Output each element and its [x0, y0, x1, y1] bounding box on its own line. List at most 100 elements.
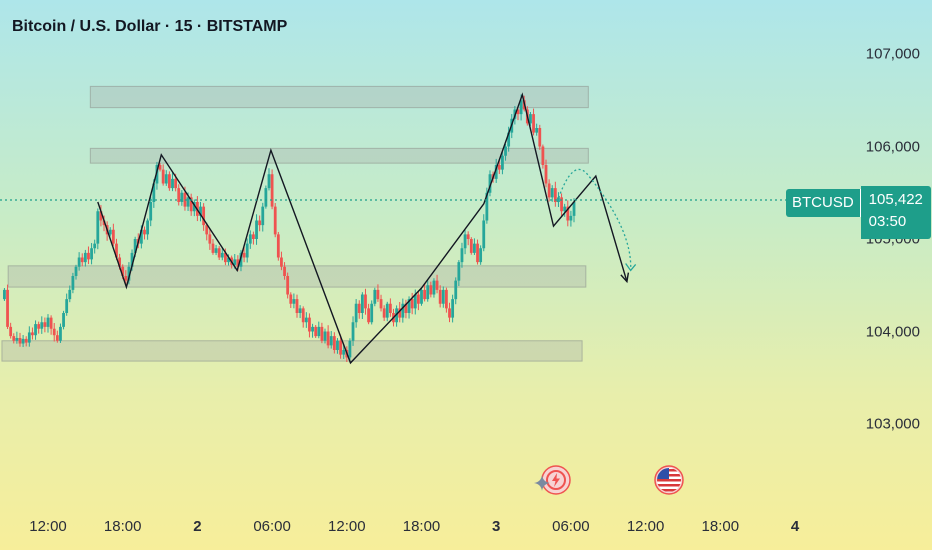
candle-body [488, 174, 492, 193]
candle [74, 264, 78, 280]
candle [68, 285, 72, 303]
candle [482, 214, 486, 252]
candle [199, 201, 202, 222]
candle-body [93, 243, 97, 249]
candle [90, 243, 93, 265]
candle-body [118, 257, 121, 267]
candle [332, 332, 336, 354]
candle [155, 161, 159, 190]
candle [445, 287, 448, 313]
candle-body [192, 202, 196, 212]
candle [339, 334, 342, 359]
candle [435, 274, 439, 294]
candle [83, 249, 87, 267]
candle-body [211, 243, 215, 253]
candle [323, 328, 327, 344]
candle [410, 292, 414, 315]
candle [557, 192, 560, 207]
candle-body [532, 114, 535, 133]
candle [93, 239, 97, 254]
pattern-arrowhead [620, 272, 630, 284]
candle-body [143, 229, 146, 235]
candle-body [553, 188, 557, 202]
candle-body [398, 308, 402, 318]
candle-body [407, 299, 411, 313]
candle [404, 299, 408, 319]
candle-body [451, 299, 455, 318]
candle-body [270, 174, 274, 207]
candle-body [441, 289, 445, 304]
candle-body [516, 109, 520, 115]
candle-body [264, 188, 268, 207]
candle [77, 252, 81, 271]
candle [273, 203, 277, 238]
candle-body [161, 169, 165, 184]
candle-body [227, 257, 230, 263]
candle [180, 190, 184, 206]
candle [388, 298, 392, 317]
candle-body [34, 324, 37, 336]
candle-body [21, 338, 25, 344]
candle [59, 323, 62, 343]
candle [314, 325, 318, 338]
candle [367, 303, 370, 325]
candle-body [286, 276, 290, 295]
candle [46, 314, 50, 333]
candle-body [121, 266, 125, 276]
candle-body [463, 234, 467, 249]
candle-body [139, 229, 143, 244]
candle-body [448, 308, 451, 318]
candle-body [77, 257, 81, 267]
candle-body [102, 220, 106, 226]
candle-body [364, 294, 367, 309]
candle-body [146, 220, 149, 235]
candle-body [423, 289, 427, 300]
candle [560, 193, 563, 217]
candle-body [538, 128, 542, 147]
candle [214, 244, 218, 256]
candle [158, 163, 162, 172]
candle [208, 228, 212, 250]
candle [18, 332, 22, 347]
candle [124, 270, 128, 285]
candle [326, 325, 330, 349]
candle-body [385, 303, 389, 318]
candle [426, 280, 430, 302]
candle-body [133, 239, 137, 253]
candle-body [544, 165, 548, 184]
candle [535, 123, 539, 136]
time-tick-label: 3 [492, 518, 501, 535]
candle-body [174, 178, 178, 189]
candle-body [267, 174, 271, 189]
pattern-polyline [97, 92, 628, 365]
candle [370, 300, 374, 325]
candle [463, 230, 467, 255]
candle-body [164, 174, 168, 184]
candle-body [55, 335, 59, 341]
candle [252, 231, 255, 245]
candle-body [298, 308, 302, 313]
candle [301, 306, 305, 328]
candle-body [460, 248, 464, 263]
candle [354, 299, 358, 328]
candle-body [429, 285, 433, 295]
candle-body [535, 128, 539, 133]
time-tick-label: 18:00 [103, 518, 142, 535]
candle-body [454, 280, 458, 300]
candle-body [292, 299, 296, 304]
candle [469, 237, 473, 255]
candle [295, 294, 299, 318]
candle [348, 338, 352, 363]
time-tick-label: 06:00 [253, 518, 291, 535]
projection-path [556, 168, 637, 272]
candle [211, 239, 215, 255]
candle-body [52, 328, 56, 336]
us-flag-event-icon[interactable] [654, 465, 684, 495]
candle [473, 238, 476, 256]
time-tick-label: 12:00 [626, 518, 665, 535]
candle-body [351, 322, 355, 341]
candle-body [217, 248, 221, 258]
time-tick-label: 18:00 [402, 518, 441, 535]
candle-body [432, 280, 436, 295]
